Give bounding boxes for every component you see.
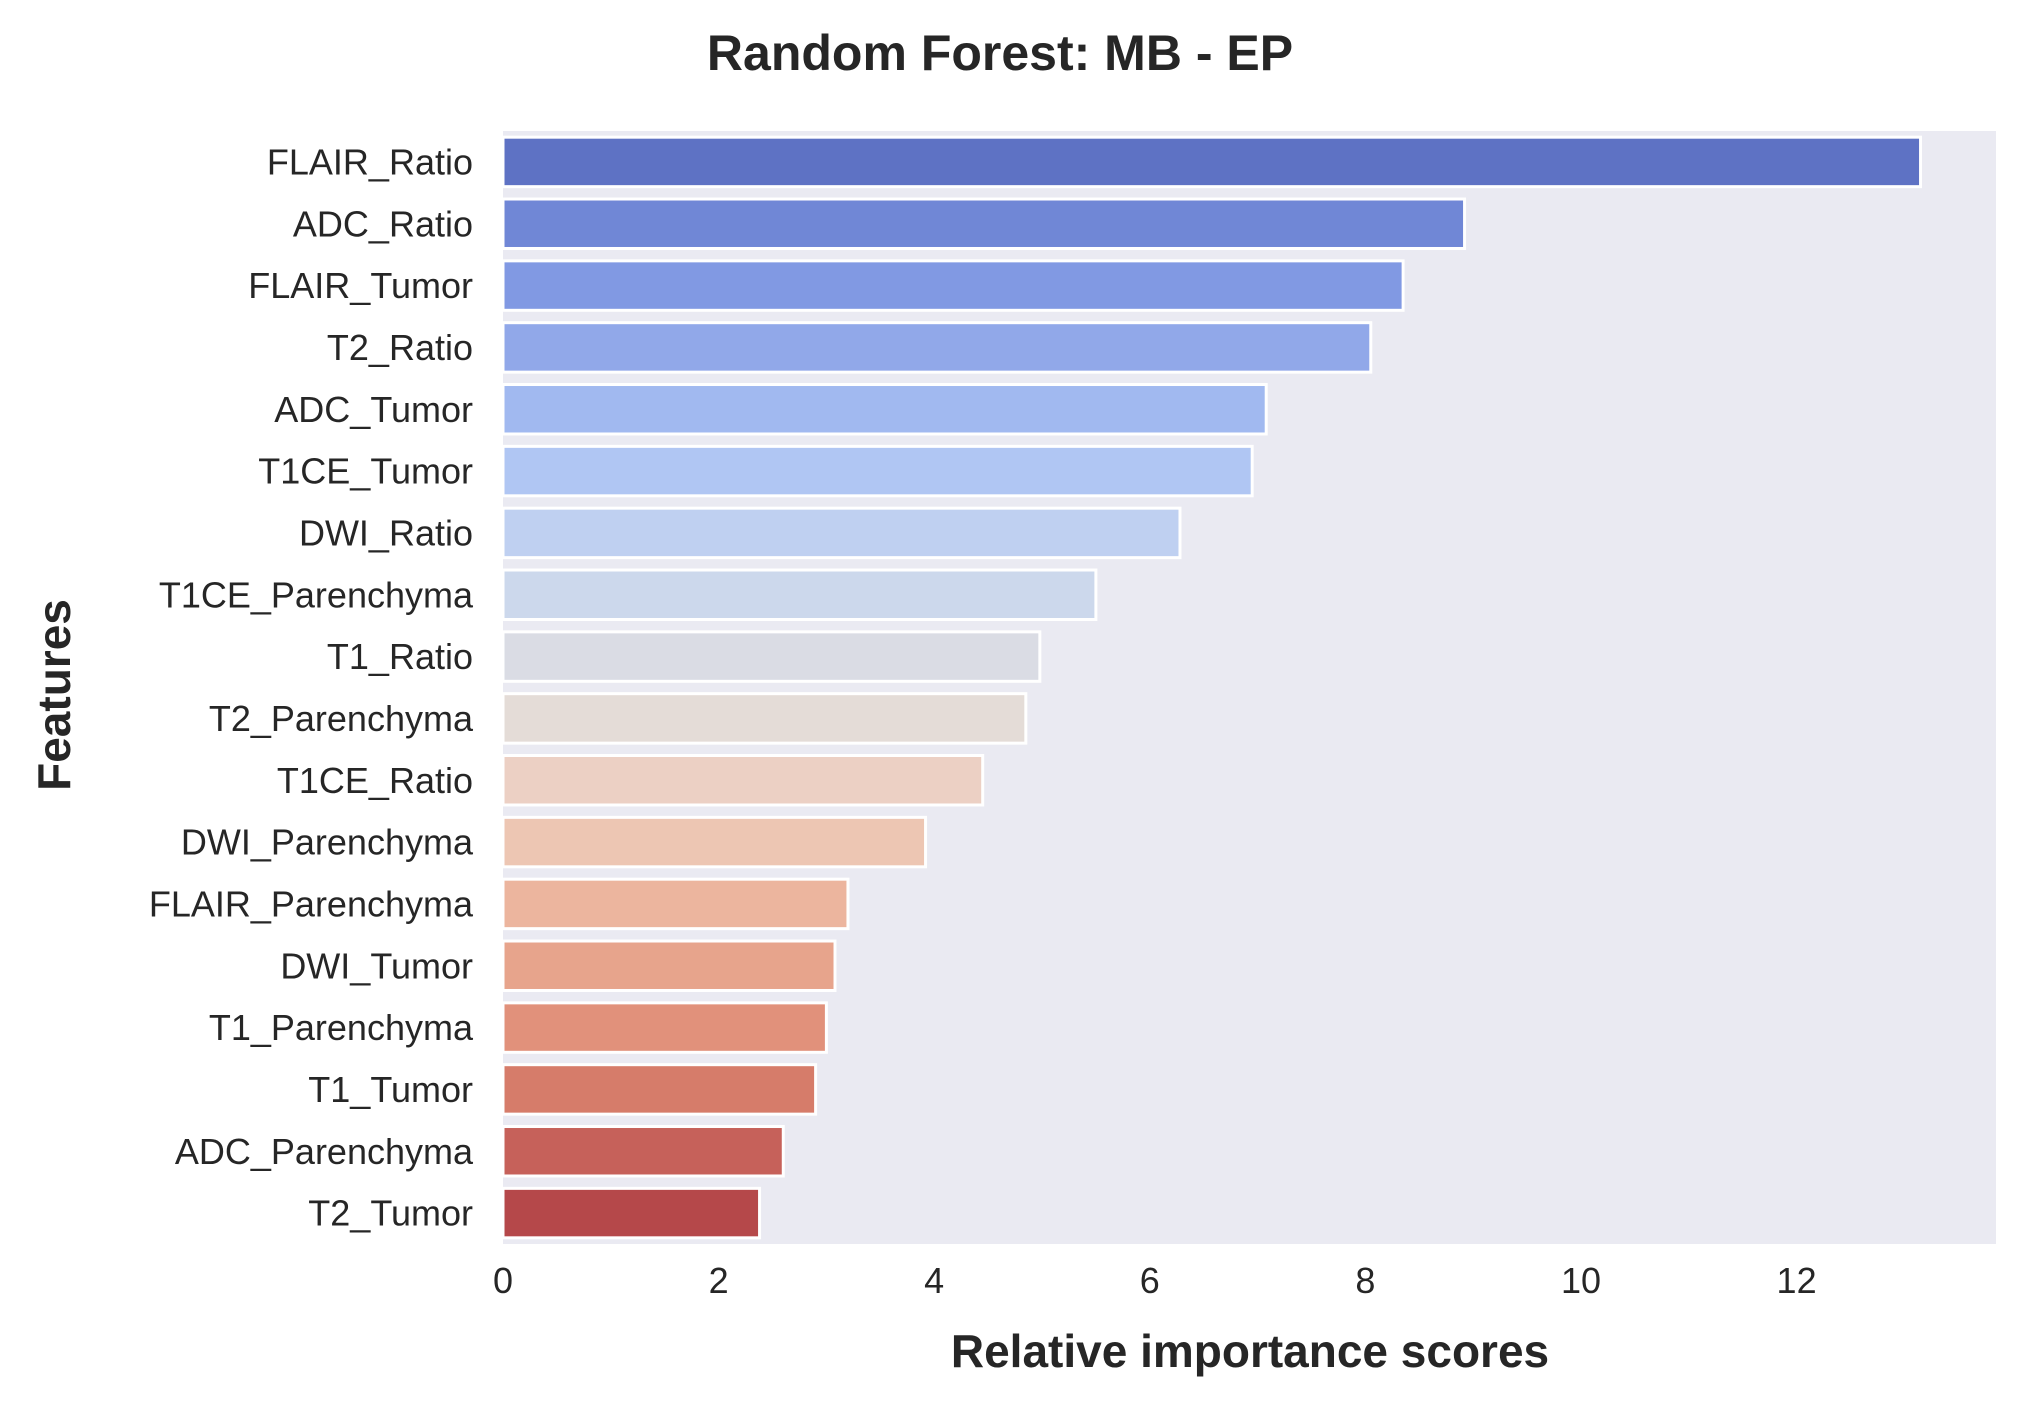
y-tick-label: ADC_Tumor [274,389,473,430]
y-tick-label: T1_Tumor [308,1069,473,1110]
bar-t1-ratio [501,630,1042,683]
x-tick-label: 10 [1561,1260,1601,1301]
y-tick-label: DWI_Ratio [299,512,473,553]
bar-t1ce-tumor [501,444,1254,498]
y-tick-label: T1_Parenchyma [209,1007,474,1048]
y-tick-label: DWI_Tumor [280,945,473,986]
bar-adc-tumor [501,383,1268,436]
y-tick-label: T2_Tumor [308,1193,473,1234]
y-tick-label: ADC_Ratio [293,203,473,244]
y-tick-label: DWI_Parenchyma [181,822,474,863]
x-tick-label: 6 [1140,1260,1160,1301]
bar-t1ce-ratio [501,754,985,807]
y-tick-label: T1CE_Parenchyma [159,574,474,615]
y-tick-labels: FLAIR_Ratio ADC_Ratio FLAIR_Tumor T2_Ratio A… [149,141,474,1233]
y-tick-label: FLAIR_Ratio [267,141,473,182]
y-tick-label: ADC_Parenchyma [175,1131,474,1172]
bar-dwi-tumor [501,939,837,992]
x-tick-label: 8 [1355,1260,1375,1301]
y-tick-label: T2_Parenchyma [209,698,474,739]
y-tick-label: FLAIR_Parenchyma [149,883,474,924]
y-tick-label: FLAIR_Tumor [248,265,473,306]
x-tick-label: 2 [709,1260,729,1301]
bars-group [501,135,1923,1240]
bar-flair-tumor [501,259,1405,312]
plot-area [503,131,1996,1244]
x-tick-label: 12 [1777,1260,1817,1301]
bar-dwi-parenchyma [501,815,928,869]
bar-t2-ratio [501,321,1373,374]
bar-t2-tumor [501,1186,762,1240]
bar-flair-parenchyma [501,877,850,931]
y-tick-label: T2_Ratio [327,327,473,368]
bar-t2-parenchyma [501,692,1028,745]
bar-flair-ratio [501,135,1923,189]
x-tick-labels: 0 2 4 6 8 10 12 [493,1260,1817,1301]
y-tick-label: T1CE_Tumor [258,451,473,492]
x-axis-label: Relative importance scores [951,1325,1549,1377]
y-axis-label: Features [28,599,80,791]
bar-t1ce-parenchyma [501,568,1098,621]
bar-adc-ratio [501,197,1467,250]
x-tick-label: 0 [493,1260,513,1301]
y-tick-label: T1_Ratio [327,636,473,677]
bar-adc-parenchyma [501,1125,785,1178]
chart-title: Random Forest: MB - EP [707,25,1293,81]
bar-t1-parenchyma [501,1001,828,1054]
bar-dwi-ratio [501,506,1182,560]
x-tick-label: 4 [924,1260,944,1301]
bar-t1-tumor [501,1063,818,1116]
y-tick-label: T1CE_Ratio [277,760,473,801]
